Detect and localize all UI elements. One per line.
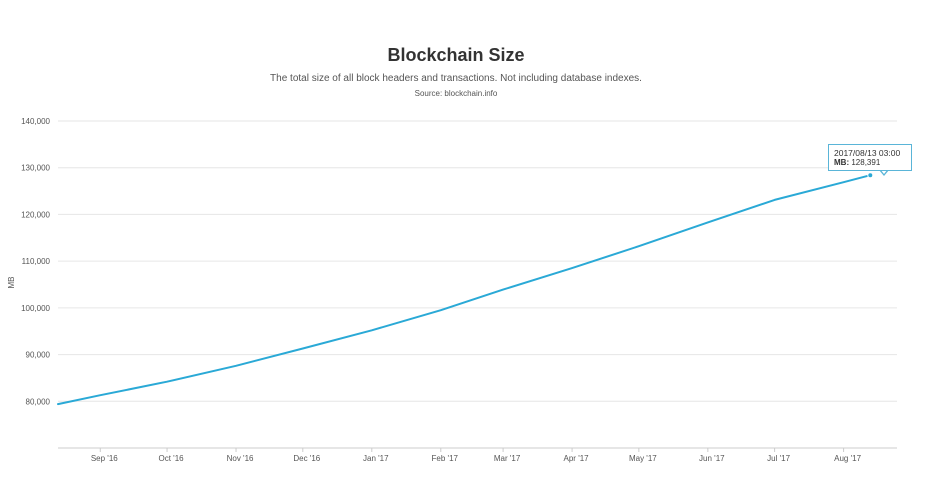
x-axis-tick-labels: Sep '16 Oct '16 Nov '16 Dec '16 Jan '17 Feb '… xyxy=(91,454,862,463)
tooltip-value: 128,391 xyxy=(851,158,881,167)
x-tick-label: Mar '17 xyxy=(494,454,521,463)
hover-marker-group xyxy=(867,172,874,179)
x-tick-label: Dec '16 xyxy=(293,454,320,463)
tooltip-arrow-inner xyxy=(880,169,888,174)
x-axis xyxy=(58,447,897,452)
y-tick-label: 140,000 xyxy=(21,117,50,126)
x-tick-label: Jul '17 xyxy=(767,454,790,463)
chart-source: Source: blockchain.info xyxy=(414,89,498,98)
y-tick-label: 100,000 xyxy=(21,304,50,313)
grid-lines xyxy=(58,120,897,402)
y-tick-label: 80,000 xyxy=(26,397,51,406)
series-line[interactable] xyxy=(57,174,872,406)
y-axis-title: MB xyxy=(7,277,16,289)
tooltip: 2017/08/13 03:00 MB: 128,391 xyxy=(828,144,912,171)
tooltip-value-key: MB: xyxy=(834,158,850,167)
x-tick-label: Jan '17 xyxy=(363,454,389,463)
y-tick-label: 120,000 xyxy=(21,210,50,219)
x-tick-label: Apr '17 xyxy=(564,454,590,463)
tooltip-date: 2017/08/13 03:00 xyxy=(834,148,901,158)
x-tick-label: Jun '17 xyxy=(699,454,725,463)
x-tick-label: Nov '16 xyxy=(227,454,254,463)
y-axis-tick-labels: 80,000 90,000 100,000 110,000 120,000 130,000… xyxy=(21,117,50,406)
series-group xyxy=(57,174,872,406)
chart-title: Blockchain Size xyxy=(387,45,525,65)
y-tick-label: 110,000 xyxy=(22,257,51,266)
x-tick-label: Oct '16 xyxy=(159,454,185,463)
y-tick-label: 90,000 xyxy=(26,351,51,360)
hover-marker xyxy=(867,172,874,179)
chart-subtitle: The total size of all block headers and … xyxy=(270,73,642,84)
x-tick-label: May '17 xyxy=(629,454,657,463)
x-tick-label: Aug '17 xyxy=(834,454,861,463)
x-tick-label: Feb '17 xyxy=(432,454,459,463)
x-tick-label: Sep '16 xyxy=(91,454,118,463)
y-tick-label: 130,000 xyxy=(21,164,50,173)
